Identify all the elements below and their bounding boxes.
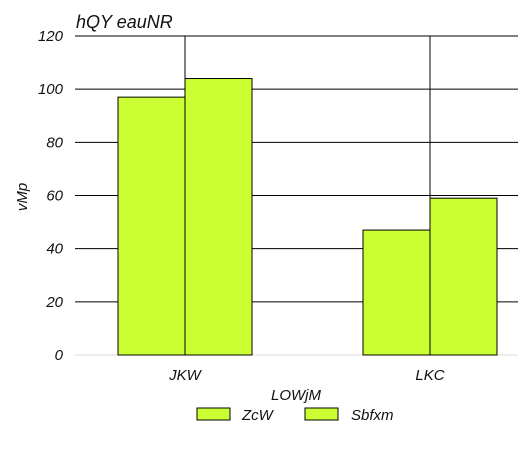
legend: ZcW Sbfxm — [196, 407, 394, 424]
legend-label: Sbfxm — [351, 407, 394, 424]
y-axis-label: vMp — [14, 183, 31, 211]
legend-swatch — [196, 407, 231, 421]
x-tick-label: JKW — [168, 367, 203, 384]
y-tick-label: 100 — [38, 81, 64, 98]
y-tick-label: 0 — [55, 347, 64, 364]
legend-label: ZcW — [241, 407, 275, 424]
x-tick-label: LKC — [415, 367, 444, 384]
x-axis-ticks: JKW LKC — [168, 367, 445, 384]
y-tick-label: 20 — [45, 294, 63, 311]
y-tick-label: 40 — [46, 241, 63, 258]
y-axis-ticks: 0 20 40 60 80 100 120 — [38, 28, 64, 364]
bar-ZcW-JKW — [117, 96, 186, 356]
legend-swatch — [304, 407, 339, 421]
bars — [117, 78, 498, 356]
y-tick-label: 80 — [46, 134, 63, 151]
bar-ZcW-LKC — [362, 229, 431, 356]
bar-Sbfxm-JKW — [184, 78, 253, 356]
chart-title: hQY eauNR — [76, 12, 173, 32]
bar-Sbfxm-LKC — [429, 197, 498, 356]
y-tick-label: 60 — [46, 188, 63, 205]
y-tick-label: 120 — [38, 28, 64, 45]
x-axis-label: LOWjM — [271, 387, 322, 404]
